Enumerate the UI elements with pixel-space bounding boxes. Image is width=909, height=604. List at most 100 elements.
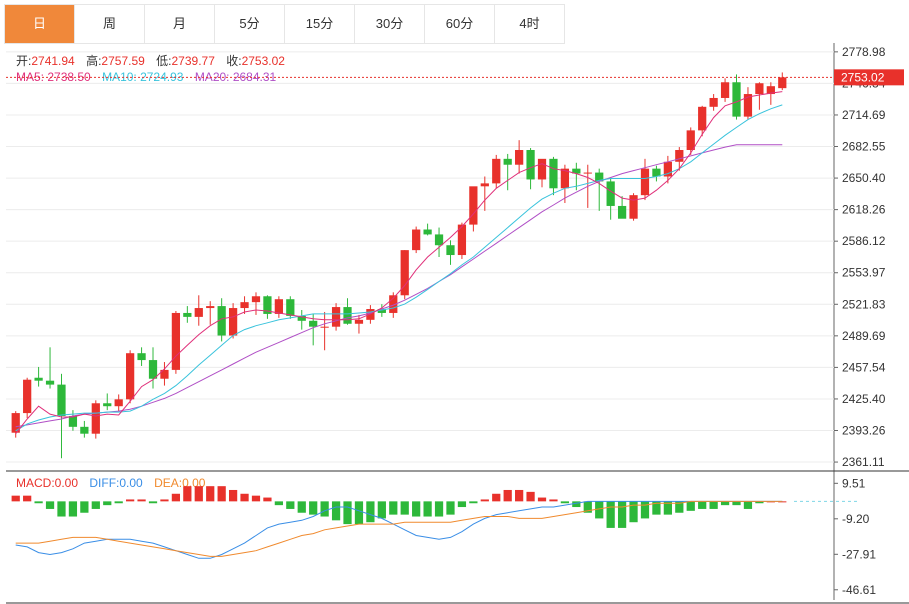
macd-bar xyxy=(720,501,730,506)
macd-bar xyxy=(309,501,318,515)
macd-bar xyxy=(45,501,55,509)
macd-bar xyxy=(68,501,78,517)
macd-bar xyxy=(148,501,158,504)
dea-line xyxy=(15,500,783,557)
macd-bar xyxy=(526,491,535,502)
macd-bar xyxy=(103,501,112,506)
candle-body xyxy=(492,158,501,184)
macd-bar xyxy=(11,495,20,502)
macd-bar xyxy=(126,499,135,502)
y-tick-label-main: 2618.26 xyxy=(842,203,886,217)
macd-bar xyxy=(412,501,421,517)
macd-bar xyxy=(743,501,753,509)
macd-bar xyxy=(469,501,478,504)
dea-legend-value: DEA:0.00 xyxy=(154,476,206,490)
tab-7[interactable]: 4时 xyxy=(495,5,565,43)
ohlc-legend: 开:2741.94 高:2757.59 低:2739.77 收:2753.02 xyxy=(16,52,293,69)
y-tick-label-macd: -27.91 xyxy=(842,547,876,561)
candle-body xyxy=(526,150,535,180)
candle-body xyxy=(503,158,512,165)
candle-body xyxy=(434,234,444,246)
candle-body xyxy=(778,77,787,89)
candle-body xyxy=(103,403,112,407)
y-tick-label-main: 2521.83 xyxy=(842,297,886,311)
candle-body xyxy=(720,82,730,98)
last-price-tag xyxy=(834,69,904,86)
candle-body xyxy=(263,296,272,314)
y-tick-label-main: 2586.12 xyxy=(842,234,886,248)
y-tick-label-main: 2714.69 xyxy=(842,108,886,122)
candle-body xyxy=(320,326,329,328)
open-legend: 开:2741.94 xyxy=(16,54,75,68)
macd-bar xyxy=(629,501,638,523)
candle-body xyxy=(457,224,467,256)
candle-body xyxy=(160,369,169,379)
tab-5[interactable]: 30分 xyxy=(355,5,425,43)
candle-body xyxy=(183,312,192,317)
candle-body xyxy=(331,307,341,327)
diff-legend-value: DIFF:0.00 xyxy=(89,476,143,490)
macd-bar xyxy=(640,501,650,519)
candle-body xyxy=(663,161,672,177)
tab-1[interactable]: 周 xyxy=(75,5,145,43)
candle-body xyxy=(286,299,295,316)
candle-body xyxy=(148,360,158,379)
candle-body xyxy=(80,426,89,434)
macd-bar xyxy=(446,501,455,515)
candle-body xyxy=(640,168,650,196)
candle-body xyxy=(595,172,604,182)
candle-body xyxy=(755,83,764,95)
candle-body xyxy=(480,183,489,187)
macd-bar xyxy=(91,501,100,509)
ma10-line xyxy=(15,104,783,432)
candle-body xyxy=(766,86,775,95)
macd-bar xyxy=(755,501,764,504)
candle-body xyxy=(45,380,55,385)
candle-body xyxy=(57,384,66,417)
macd-bar xyxy=(183,486,192,502)
macd-bar xyxy=(515,489,524,502)
candle-body xyxy=(228,308,238,336)
tab-0[interactable]: 日 xyxy=(5,5,75,43)
candle-body xyxy=(251,296,261,303)
macd-bar xyxy=(698,501,707,509)
macd-bar xyxy=(286,501,295,509)
tab-4[interactable]: 15分 xyxy=(285,5,355,43)
macd-bar xyxy=(217,486,226,502)
candle-body xyxy=(297,315,306,321)
candle-body xyxy=(606,181,615,206)
y-tick-label-main: 2650.40 xyxy=(842,171,886,185)
candle-body xyxy=(675,150,684,162)
macd-bar xyxy=(320,501,329,517)
candle-body xyxy=(274,299,283,314)
candle-body xyxy=(709,97,718,107)
macd-legend: MACD:0.00 DIFF:0.00 DEA:0.00 xyxy=(16,476,213,490)
macd-bar xyxy=(560,501,570,504)
macd-bar xyxy=(709,501,718,509)
candle-body xyxy=(137,353,146,361)
y-tick-label-main: 2489.69 xyxy=(842,329,886,343)
candle-body xyxy=(446,245,455,256)
candle-body xyxy=(171,312,181,370)
macd-bar xyxy=(228,489,238,502)
candle-body xyxy=(343,307,352,324)
macd-bar xyxy=(23,495,32,502)
candle-body xyxy=(423,229,432,235)
macd-bar xyxy=(503,489,512,502)
macd-bar xyxy=(240,493,249,502)
tab-3[interactable]: 5分 xyxy=(215,5,285,43)
macd-bar xyxy=(457,501,467,508)
candle-body xyxy=(377,309,386,313)
tab-6[interactable]: 60分 xyxy=(425,5,495,43)
candle-body xyxy=(354,319,364,324)
macd-bar xyxy=(34,501,43,504)
candle-body xyxy=(217,306,226,336)
macd-bar xyxy=(480,499,489,502)
candle-body xyxy=(194,308,203,317)
tab-2[interactable]: 月 xyxy=(145,5,215,43)
ma5-legend: MA5: 2738.50 xyxy=(16,70,91,84)
candle-body xyxy=(126,353,135,400)
candle-body xyxy=(698,106,707,131)
candle-body xyxy=(549,158,558,189)
